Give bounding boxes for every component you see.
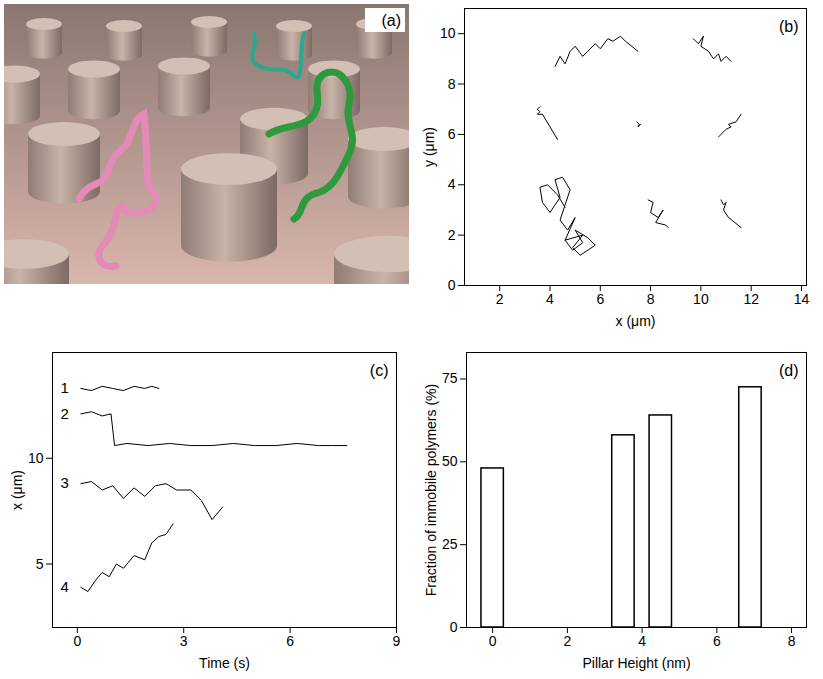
svg-text:(c): (c) [370, 362, 389, 379]
svg-text:3: 3 [180, 633, 188, 649]
svg-text:2: 2 [61, 405, 69, 422]
svg-text:8: 8 [788, 633, 796, 649]
svg-text:4: 4 [448, 176, 456, 192]
svg-text:25: 25 [442, 536, 458, 552]
svg-text:(d): (d) [779, 362, 799, 379]
svg-text:12: 12 [743, 291, 759, 307]
svg-text:2: 2 [448, 227, 456, 243]
svg-text:x (μm): x (μm) [616, 313, 656, 329]
svg-text:0: 0 [73, 633, 81, 649]
svg-text:x (μm): x (μm) [9, 470, 25, 510]
svg-text:10: 10 [440, 25, 456, 41]
svg-text:2: 2 [563, 633, 571, 649]
svg-text:10: 10 [28, 450, 44, 466]
svg-text:6: 6 [713, 633, 721, 649]
svg-text:9: 9 [393, 633, 401, 649]
svg-text:4: 4 [546, 291, 554, 307]
svg-text:4: 4 [61, 578, 69, 595]
svg-text:5: 5 [36, 556, 44, 572]
svg-text:0: 0 [450, 619, 458, 635]
svg-text:2: 2 [496, 291, 504, 307]
svg-text:0: 0 [448, 277, 456, 293]
svg-text:(a): (a) [381, 12, 401, 29]
svg-text:6: 6 [286, 633, 294, 649]
svg-text:4: 4 [638, 633, 646, 649]
svg-text:(b): (b) [779, 18, 799, 35]
svg-text:3: 3 [61, 474, 69, 491]
svg-text:0: 0 [489, 633, 497, 649]
svg-text:6: 6 [596, 291, 604, 307]
svg-text:Fraction of immobile polymers: Fraction of immobile polymers (%) [423, 384, 439, 596]
svg-text:8: 8 [647, 291, 655, 307]
svg-text:75: 75 [442, 370, 458, 386]
svg-text:Time (s): Time (s) [199, 655, 250, 671]
svg-text:y (μm): y (μm) [421, 127, 437, 167]
svg-text:50: 50 [442, 453, 458, 469]
svg-text:6: 6 [448, 126, 456, 142]
svg-text:10: 10 [693, 291, 709, 307]
svg-text:14: 14 [794, 291, 810, 307]
svg-text:Pillar Height (nm): Pillar Height (nm) [582, 655, 690, 671]
svg-text:1: 1 [61, 379, 69, 396]
svg-text:8: 8 [448, 76, 456, 92]
